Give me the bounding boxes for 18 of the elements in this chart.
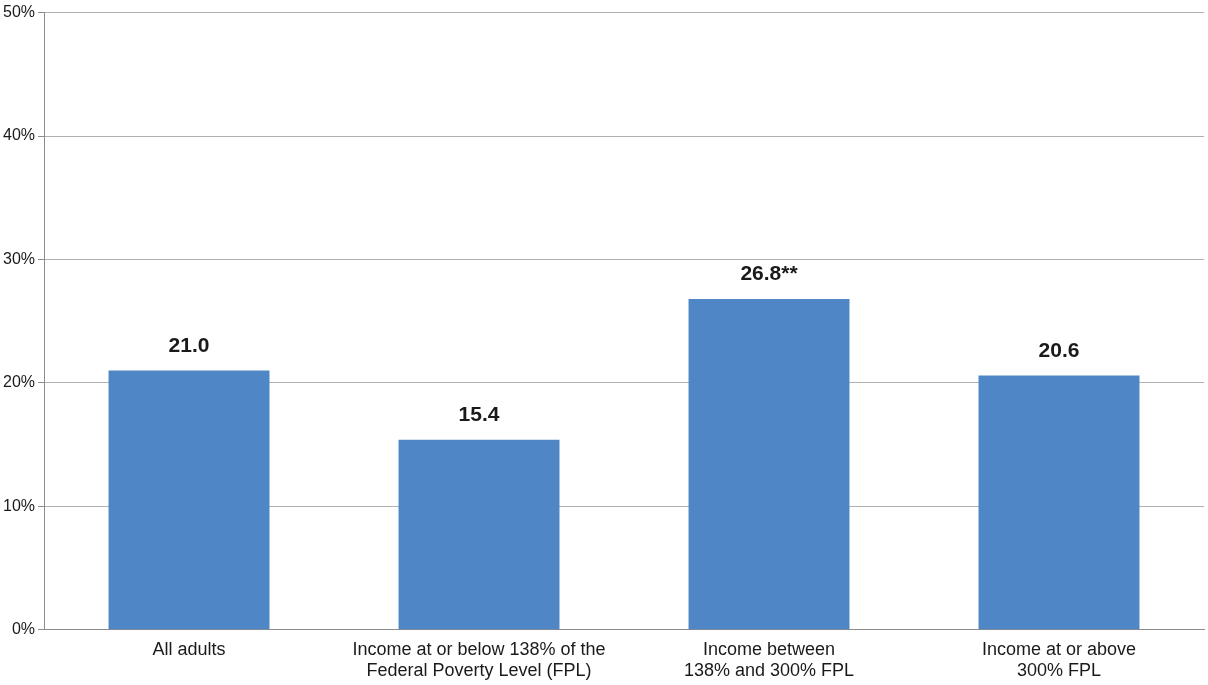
bar [688,298,850,630]
data-label: 26.8** [740,261,799,285]
y-tick-label: 0% [11,620,36,638]
bar [978,375,1140,630]
bar [108,370,270,630]
x-tick-label: Income at or below 138% of the Federal Poverty Level (FPL) [352,638,606,681]
data-label: 20.6 [1038,337,1080,361]
y-tick-label: 10% [2,496,36,514]
y-tick-label: 30% [2,249,36,267]
data-label: 21.0 [168,332,210,356]
data-label: 15.4 [458,402,500,425]
x-tick-label: Income at or above 300% FPL [981,638,1137,681]
x-tick-label: All adults [152,638,226,659]
y-tick-label: 50% [2,3,36,21]
x-tick-label: Income between 138% and 300% FPL [683,638,855,681]
y-tick-label: 40% [2,126,36,144]
bar [398,439,560,630]
y-tick-label: 20% [2,373,36,391]
